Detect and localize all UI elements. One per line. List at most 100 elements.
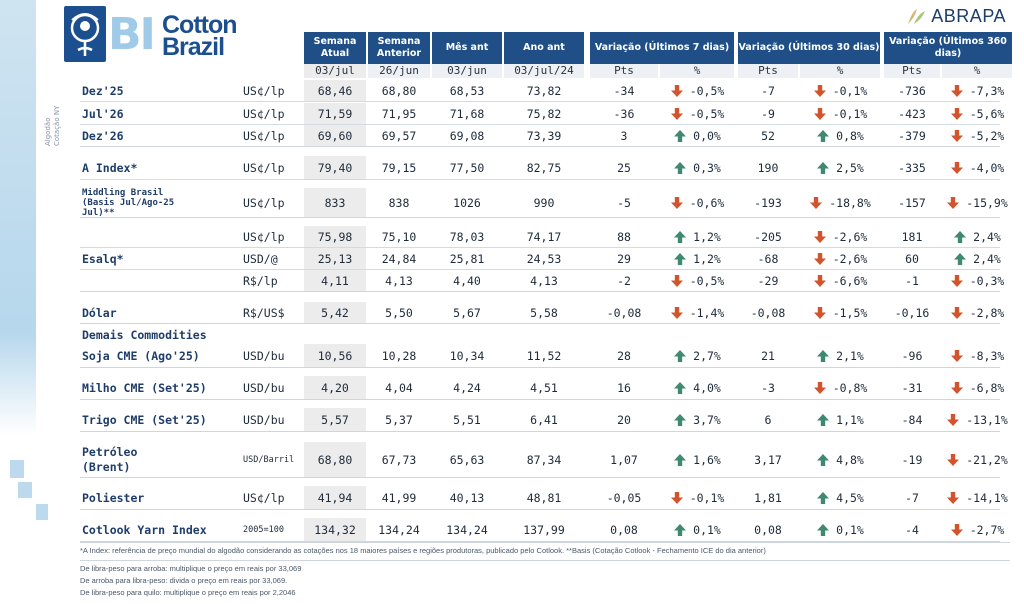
- change-7d-value: -0,5%: [689, 106, 725, 121]
- price-value: 71,95: [381, 106, 417, 121]
- change-360d: -4,0%: [942, 156, 1012, 179]
- unit-label: R$/lp: [243, 273, 278, 288]
- arrow-down-icon: [670, 491, 683, 504]
- arrow-down-icon: [947, 453, 960, 466]
- points-30d: 52: [761, 128, 775, 143]
- table-row: Poliester US¢/lp 41,94 41,99 40,13 48,81 -0,05…: [80, 486, 1008, 510]
- price-value: 87,34: [526, 452, 562, 467]
- change-7d: 1,2%: [660, 226, 734, 247]
- change-30d: 0,1%: [800, 518, 880, 541]
- price-value: 71,68: [449, 106, 485, 121]
- price-value: 5,58: [530, 305, 558, 320]
- abrapa-text: ABRAPA: [931, 5, 1006, 26]
- price-value: 10,34: [449, 348, 485, 363]
- arrow-up-icon: [817, 413, 830, 426]
- arrow-down-icon: [670, 274, 683, 287]
- arrow-up-icon: [674, 129, 687, 142]
- commodity-name: Milho CME (Set'25): [82, 380, 207, 395]
- subheader-date-4: 03/jul/24: [504, 64, 584, 78]
- change-360d-value: -14,1%: [966, 490, 1008, 505]
- price-value: 5,67: [453, 305, 481, 320]
- side-label-line2: Cotação NY: [53, 105, 61, 146]
- points-30d: -7: [761, 83, 775, 98]
- logo-wordmark: Cotton Brazil: [162, 11, 238, 61]
- change-360d-value: -0,3%: [969, 273, 1005, 288]
- change-30d: 1,1%: [800, 408, 880, 431]
- price-value: 4,40: [453, 273, 481, 288]
- decorative-square: [18, 482, 32, 498]
- change-30d-value: 4,8%: [836, 452, 864, 467]
- price-value: 65,63: [449, 452, 485, 467]
- change-30d: -18,8%: [800, 188, 880, 217]
- table-row: Dez'26 US¢/lp 69,60 69,57 69,08 73,39 3 0,0% 52 0…: [80, 125, 1004, 147]
- points-360d: -157: [898, 195, 926, 210]
- points-360d: -7: [905, 490, 919, 505]
- points-360d: -19: [901, 452, 923, 467]
- price-value: 69,60: [317, 128, 353, 143]
- change-7d: -0,5%: [660, 80, 734, 101]
- arrow-up-icon: [817, 491, 830, 504]
- price-value: 4,20: [321, 380, 349, 395]
- points-7d: -0,08: [606, 305, 642, 320]
- price-value: 77,50: [449, 160, 485, 175]
- unit-label: 2005=100: [243, 524, 284, 535]
- price-value: 79,15: [381, 160, 417, 175]
- arrow-down-icon: [813, 84, 826, 97]
- price-value: 48,81: [526, 490, 562, 505]
- points-360d: -0,16: [894, 305, 930, 320]
- price-value: 5,57: [321, 412, 349, 427]
- arrow-down-icon: [947, 413, 960, 426]
- change-30d: -6,6%: [800, 270, 880, 291]
- change-360d-value: -5,6%: [969, 106, 1005, 121]
- commodity-name: Esalq*: [82, 251, 124, 266]
- current-week-shade: [304, 188, 366, 217]
- arrow-up-icon: [817, 453, 830, 466]
- unit-label: USD/@: [243, 251, 278, 266]
- points-7d: 25: [617, 160, 631, 175]
- footnote-conversion-1: De libra-peso para arroba: multiplique o…: [80, 564, 302, 573]
- change-7d-value: 3,7%: [693, 412, 721, 427]
- change-30d: 4,8%: [800, 442, 880, 477]
- change-7d: 1,2%: [660, 248, 734, 269]
- commodity-name: Jul'26: [82, 106, 124, 121]
- abrapa-logo: ABRAPA: [906, 4, 1006, 28]
- points-7d: 20: [617, 412, 631, 427]
- header-variacao-7: Variação (Últimos 7 dias): [590, 32, 734, 64]
- points-30d: 1,81: [754, 490, 782, 505]
- points-30d: -0,08: [750, 305, 786, 320]
- points-360d: -84: [901, 412, 923, 427]
- change-7d-value: 2,7%: [693, 348, 721, 363]
- unit-label: US¢/lp: [243, 490, 285, 505]
- arrow-down-icon: [950, 84, 963, 97]
- points-7d: -0,05: [606, 490, 642, 505]
- points-7d: -2: [617, 273, 631, 288]
- points-360d: -335: [898, 160, 926, 175]
- table-row: A Index* US¢/lp 79,40 79,15 77,50 82,75 25 0,3%…: [80, 156, 1004, 180]
- change-30d: 0,8%: [800, 125, 880, 146]
- arrow-up-icon: [817, 129, 830, 142]
- change-30d-value: 4,5%: [836, 490, 864, 505]
- arrow-down-icon: [813, 381, 826, 394]
- points-360d: -423: [898, 106, 926, 121]
- price-value: 134,24: [446, 522, 488, 537]
- decorative-strip: [0, 0, 36, 604]
- change-360d: -2,7%: [942, 518, 1012, 541]
- points-30d: 0,08: [754, 522, 782, 537]
- points-360d: 60: [905, 251, 919, 266]
- change-7d-value: -0,5%: [689, 83, 725, 98]
- points-360d: -4: [905, 522, 919, 537]
- change-30d: -2,6%: [800, 226, 880, 247]
- change-7d-value: 1,6%: [693, 452, 721, 467]
- arrow-up-icon: [817, 523, 830, 536]
- change-360d-value: -13,1%: [966, 412, 1008, 427]
- table-row: Middling Brasil (Basis Jul/Ago-25 Jul)**…: [80, 188, 1008, 218]
- price-value: 990: [533, 195, 555, 210]
- price-value: 838: [388, 195, 410, 210]
- arrow-up-icon: [954, 230, 967, 243]
- current-week-shade: [304, 80, 366, 101]
- change-30d-value: -0,1%: [832, 83, 868, 98]
- subheader-pts-7: Pts: [590, 64, 658, 78]
- arrow-down-icon: [813, 252, 826, 265]
- price-value: 4,13: [385, 273, 413, 288]
- arrow-down-icon: [950, 523, 963, 536]
